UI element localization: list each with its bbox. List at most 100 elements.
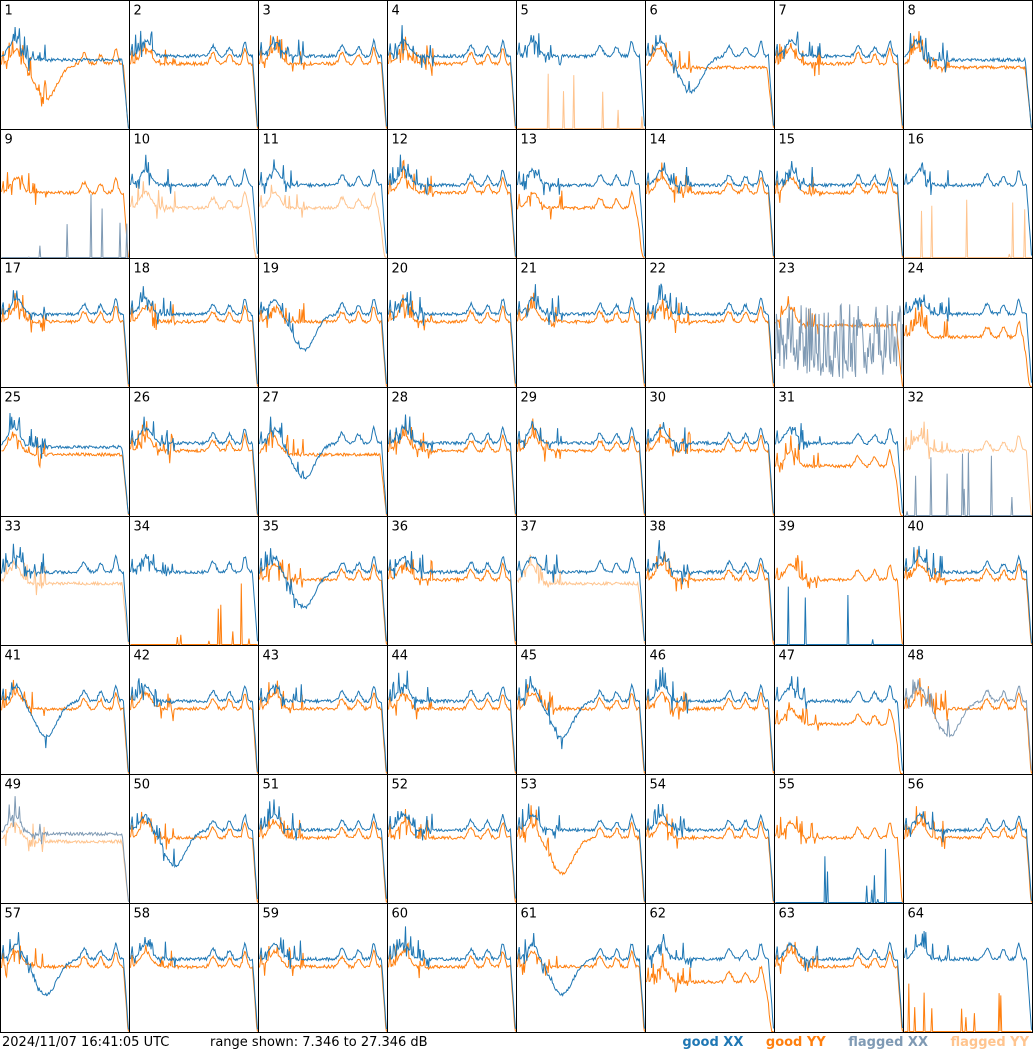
series-yy-good: [775, 816, 903, 903]
panel-label: 3: [263, 4, 271, 19]
panel-34: 34: [129, 516, 259, 646]
panel-label: 40: [908, 520, 925, 535]
panel-frame: [516, 774, 646, 904]
panel-label: 61: [521, 907, 538, 922]
series-xx-good: [517, 676, 645, 772]
panel-frame: [774, 903, 904, 1033]
panel-label: 51: [263, 778, 280, 793]
series-yy-good: [904, 806, 1032, 903]
series-xx-good: [1, 412, 129, 515]
series-xx-good: [775, 160, 903, 256]
panel-43: 43: [258, 645, 388, 775]
series-xx-good: [646, 162, 774, 257]
series-yy-good: [775, 42, 903, 129]
panel-57: 57: [0, 903, 130, 1033]
series-yy-good: [517, 189, 645, 258]
series-xx-good: [775, 586, 903, 645]
panel-label: 53: [521, 778, 538, 793]
panel-frame: [258, 129, 388, 259]
panel-label: 56: [908, 778, 925, 793]
series-xx-good: [904, 811, 1032, 901]
panel-label: 60: [392, 907, 409, 922]
series-xx-good: [1, 682, 129, 773]
panel-53: 53: [516, 774, 646, 904]
series-yy-good: [646, 42, 774, 128]
series-yy-good: [904, 303, 1032, 387]
series-xx-good: [517, 420, 645, 514]
panel-label: 33: [5, 520, 22, 535]
series-yy-good: [388, 691, 516, 774]
panel-frame: [774, 129, 904, 259]
panel-27: 27: [258, 387, 388, 517]
panel-15: 15: [774, 129, 904, 259]
panel-label: 16: [908, 133, 925, 148]
panel-frame: [645, 774, 775, 904]
series-yy-good: [646, 953, 774, 1032]
panel-label: 46: [650, 649, 667, 664]
panel-label: 23: [779, 262, 796, 277]
panel-42: 42: [129, 645, 259, 775]
series-yy-flagged: [1, 559, 129, 644]
series-yy-flagged: [517, 554, 645, 644]
panel-21: 21: [516, 258, 646, 388]
panel-49: 49: [0, 774, 130, 904]
legend-flagged-xx: flagged XX: [848, 1035, 928, 1050]
panel-frame: [645, 0, 775, 130]
panel-32: 32: [903, 387, 1033, 517]
panel-label: 31: [779, 391, 796, 406]
panel-label: 48: [908, 649, 925, 664]
series-yy-good: [1, 431, 129, 516]
panel-frame: [516, 387, 646, 517]
series-yy-good: [517, 418, 645, 516]
panel-31: 31: [774, 387, 904, 517]
panel-frame: [387, 258, 517, 388]
legend-good-xx: good XX: [682, 1035, 744, 1050]
series-xx-good: [646, 540, 774, 641]
series-xx-good: [259, 548, 387, 642]
panel-22: 22: [645, 258, 775, 388]
legend-good-yy: good YY: [765, 1035, 826, 1050]
series-xx-good: [130, 553, 258, 642]
panel-label: 10: [134, 133, 151, 148]
panel-label: 8: [908, 4, 916, 19]
panel-47: 47: [774, 645, 904, 775]
panel-label: 18: [134, 262, 151, 277]
series-xx-good: [517, 167, 645, 257]
series-yy-good: [517, 949, 645, 1032]
panel-45: 45: [516, 645, 646, 775]
series-yy-good: [646, 162, 774, 258]
series-yy-good: [130, 421, 258, 516]
series-yy-good: [130, 35, 258, 129]
panel-label: 24: [908, 262, 925, 277]
panel-label: 59: [263, 907, 280, 922]
series-yy-good: [130, 945, 258, 1032]
series-xx-good: [388, 291, 516, 384]
panel-frame: [129, 645, 259, 775]
series-xx-good: [388, 926, 516, 1029]
panel-3: 3: [258, 0, 388, 130]
panel-62: 62: [645, 903, 775, 1033]
panel-6: 6: [645, 0, 775, 130]
series-yy-flagged: [259, 184, 387, 258]
series-yy-good: [130, 811, 258, 903]
series-xx-good: [904, 930, 1032, 1030]
panel-frame: [0, 903, 130, 1033]
series-yy-good: [1, 679, 129, 774]
series-xx-good: [388, 154, 516, 257]
series-xx-flagged: [904, 679, 1032, 771]
series-yy-good: [517, 292, 645, 387]
panel-label: 50: [134, 778, 151, 793]
series-xx-good: [130, 154, 258, 254]
series-yy-flagged: [517, 73, 645, 129]
panel-52: 52: [387, 774, 517, 904]
series-xx-good: [646, 283, 774, 384]
panel-label: 15: [779, 133, 796, 148]
series-xx-good: [1, 932, 129, 1030]
panel-63: 63: [774, 903, 904, 1033]
series-yy-good: [775, 941, 903, 1032]
panel-label: 43: [263, 649, 280, 664]
panel-frame: [774, 387, 904, 517]
series-xx-good: [517, 932, 645, 1029]
series-yy-flagged: [904, 199, 1032, 258]
